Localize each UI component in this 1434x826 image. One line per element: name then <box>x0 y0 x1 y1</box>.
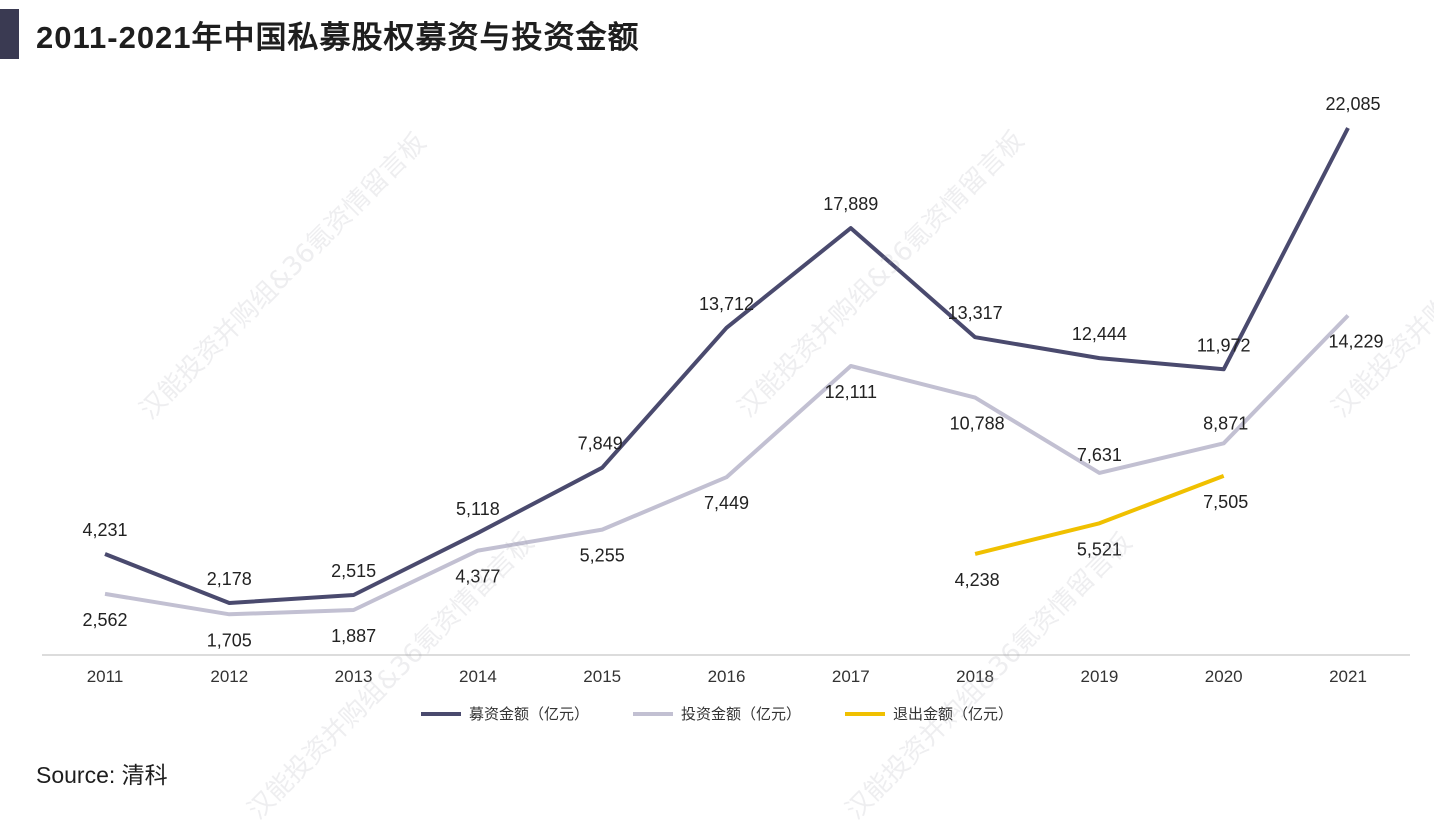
legend-swatch <box>632 711 673 716</box>
source-note: Source: 清科 <box>36 762 168 788</box>
data-label: 4,377 <box>455 567 500 587</box>
data-labels: 4,231 2,178 2,515 5,118 7,849 13,712 17,889 13,… <box>82 94 1383 650</box>
series-line <box>974 474 1225 556</box>
data-label: 4,238 <box>955 570 1000 590</box>
x-tick-label: 2015 <box>583 667 621 686</box>
legend-item-investment: 投资金额（亿元） <box>632 703 801 724</box>
data-label: 5,118 <box>456 499 500 519</box>
data-label: 2,562 <box>82 610 127 630</box>
x-tick-label: 2016 <box>708 667 746 686</box>
data-label: 5,255 <box>580 546 625 566</box>
data-label: 8,871 <box>1203 413 1248 433</box>
legend-swatch <box>420 711 461 716</box>
data-label: 1,705 <box>207 630 252 650</box>
data-label: 5,521 <box>1077 539 1122 559</box>
x-tick-label: 2012 <box>210 667 248 686</box>
data-label: 1,887 <box>331 626 376 646</box>
data-label: 2,515 <box>331 561 376 581</box>
data-label: 2,178 <box>207 569 252 589</box>
data-label: 17,889 <box>823 194 878 214</box>
legend-item-exit: 退出金额（亿元） <box>845 703 1013 724</box>
data-label: 13,712 <box>699 294 754 314</box>
data-label: 7,849 <box>578 434 623 454</box>
x-tick-label: 2017 <box>832 667 870 686</box>
legend-item-fundraising: 募资金额（亿元） <box>420 703 589 724</box>
legend-label: 募资金额（亿元） <box>468 705 589 723</box>
x-tick-label: 2011 <box>87 667 124 686</box>
data-label: 12,111 <box>825 382 877 402</box>
data-label: 7,631 <box>1077 445 1122 465</box>
data-label: 10,788 <box>950 414 1005 434</box>
data-label: 13,317 <box>948 303 1003 323</box>
legend-label: 退出金额（亿元） <box>893 705 1014 723</box>
legend-label: 投资金额（亿元） <box>680 705 801 723</box>
x-tick-label: 2020 <box>1205 667 1243 686</box>
data-label: 12,444 <box>1072 324 1127 344</box>
page-title: 2011-2021年中国私募股权募资与投资金额 <box>36 20 640 55</box>
x-axis: 2011 2012 2013 2014 2015 2016 2017 2018 2019 2020… <box>42 654 1410 686</box>
series-group <box>104 127 1350 617</box>
title-accent-bar <box>0 9 19 59</box>
data-label: 11,972 <box>1197 335 1251 355</box>
data-label: 22,085 <box>1325 94 1380 114</box>
x-tick-label: 2021 <box>1329 667 1367 686</box>
line-chart: 2011 2012 2013 2014 2015 2016 2017 2018 2019 2020… <box>42 94 1410 686</box>
x-tick-label: 2014 <box>459 667 497 686</box>
series-line <box>104 127 1350 605</box>
legend-swatch <box>845 711 885 716</box>
data-label: 7,449 <box>704 493 749 513</box>
legend: 募资金额（亿元） 投资金额（亿元） 退出金额（亿元） <box>0 703 1434 724</box>
x-tick-label: 2019 <box>1080 667 1118 686</box>
data-label: 7,505 <box>1203 492 1248 512</box>
series-line <box>104 314 1350 617</box>
data-label: 4,231 <box>82 520 127 540</box>
x-tick-label: 2018 <box>956 667 994 686</box>
data-label: 14,229 <box>1328 331 1383 351</box>
x-tick-label: 2013 <box>335 667 373 686</box>
